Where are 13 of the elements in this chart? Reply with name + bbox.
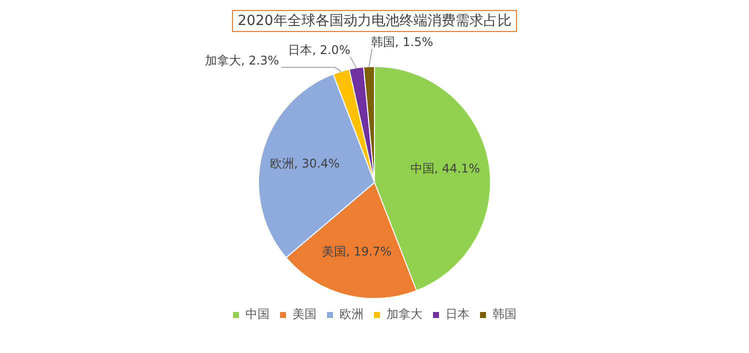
data-label: 加拿大, 2.3% bbox=[204, 54, 280, 68]
data-label: 韩国, 1.5% bbox=[371, 34, 434, 49]
chart-title: 2020年全球各国动力电池终端消费需求占比 bbox=[232, 10, 518, 32]
data-label: 日本, 2.0% bbox=[288, 43, 350, 58]
legend-label: 欧洲 bbox=[340, 307, 364, 322]
legend-label: 日本 bbox=[446, 307, 470, 322]
legend-label: 韩国 bbox=[492, 307, 516, 322]
legend-label: 加拿大 bbox=[386, 307, 422, 322]
legend-label: 美国 bbox=[292, 307, 316, 322]
data-label: 中国, 44.1% bbox=[410, 161, 480, 176]
legend-label: 中国 bbox=[246, 307, 270, 322]
data-label: 美国, 19.7% bbox=[322, 244, 392, 258]
data-label: 欧洲, 30.4% bbox=[270, 156, 340, 171]
